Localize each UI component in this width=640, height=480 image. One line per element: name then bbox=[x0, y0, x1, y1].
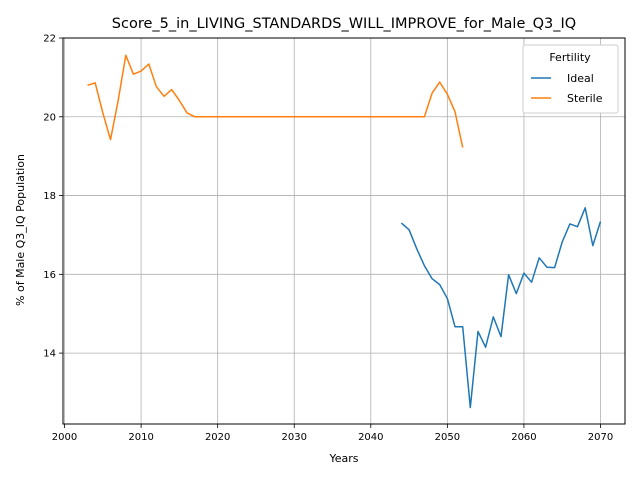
x-axis-label: Years bbox=[328, 452, 358, 465]
series-line-sterile bbox=[87, 54, 464, 148]
y-tick-label: 14 bbox=[43, 349, 56, 360]
axis-ticks: 2000 2010 2020 2030 2040 2050 2060 2070 14 16 18 20… bbox=[43, 34, 613, 444]
x-tick-label: 2000 bbox=[52, 432, 77, 443]
legend-label-ideal: Ideal bbox=[567, 72, 594, 85]
legend: Fertility Ideal Sterile bbox=[522, 44, 619, 114]
y-tick-label: 16 bbox=[43, 270, 56, 281]
y-axis-label: % of Male Q3_IQ Population bbox=[14, 154, 27, 306]
y-tick-label: 20 bbox=[43, 112, 56, 123]
plot-area-frame bbox=[62, 37, 626, 425]
x-tick-label: 2060 bbox=[511, 432, 536, 443]
series-lines bbox=[87, 54, 602, 409]
y-tick-label: 18 bbox=[43, 191, 56, 202]
y-tick-label: 22 bbox=[43, 34, 56, 45]
series-line-ideal bbox=[400, 207, 602, 409]
legend-label-sterile: Sterile bbox=[567, 92, 603, 105]
x-tick-label: 2050 bbox=[435, 432, 460, 443]
x-tick-label: 2030 bbox=[282, 432, 307, 443]
legend-box bbox=[522, 44, 619, 114]
x-tick-label: 2010 bbox=[128, 432, 153, 443]
x-tick-label: 2040 bbox=[358, 432, 383, 443]
legend-title: Fertility bbox=[549, 51, 591, 64]
chart-title: Score_5_in_LIVING_STANDARDS_WILL_IMPROVE… bbox=[112, 16, 576, 32]
x-tick-label: 2020 bbox=[205, 432, 230, 443]
x-tick-label: 2070 bbox=[588, 432, 613, 443]
